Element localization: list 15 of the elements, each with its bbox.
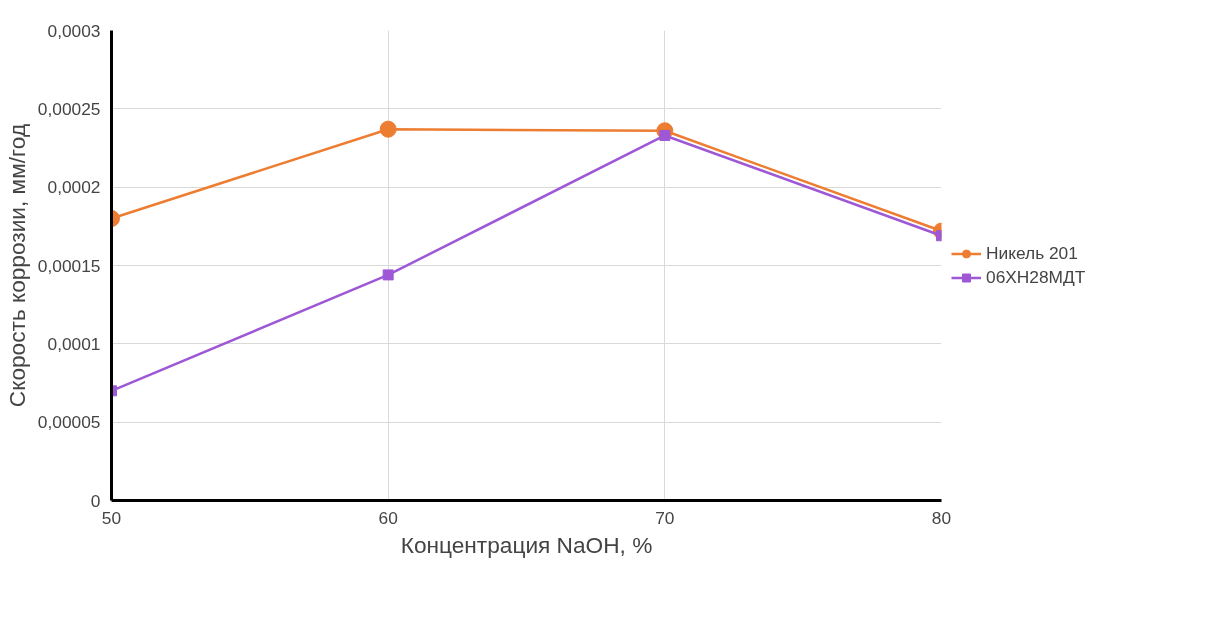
y-tick-label: 0,0002 bbox=[47, 177, 101, 198]
y-tick-label: 0 bbox=[90, 490, 101, 511]
y-tick-label: 0,00015 bbox=[37, 255, 101, 276]
x-tick-label: 80 bbox=[931, 507, 952, 528]
legend-label: Никель 201 bbox=[986, 242, 1078, 264]
legend-label: 06ХН28МДТ bbox=[986, 266, 1086, 288]
y-axis-title: Скорость коррозии, мм/год bbox=[3, 123, 30, 408]
x-tick-label: 50 bbox=[101, 507, 122, 528]
y-tick-label: 0,0003 bbox=[47, 20, 101, 41]
y-tick-label: 0,00005 bbox=[37, 412, 101, 433]
x-tick-label: 60 bbox=[378, 507, 398, 528]
x-axis-title: Концентрация NaOH, % bbox=[400, 531, 653, 558]
y-tick-label: 0,0001 bbox=[47, 333, 101, 354]
y-tick-label: 0,00025 bbox=[37, 98, 101, 119]
x-tick-label: 70 bbox=[655, 507, 675, 528]
